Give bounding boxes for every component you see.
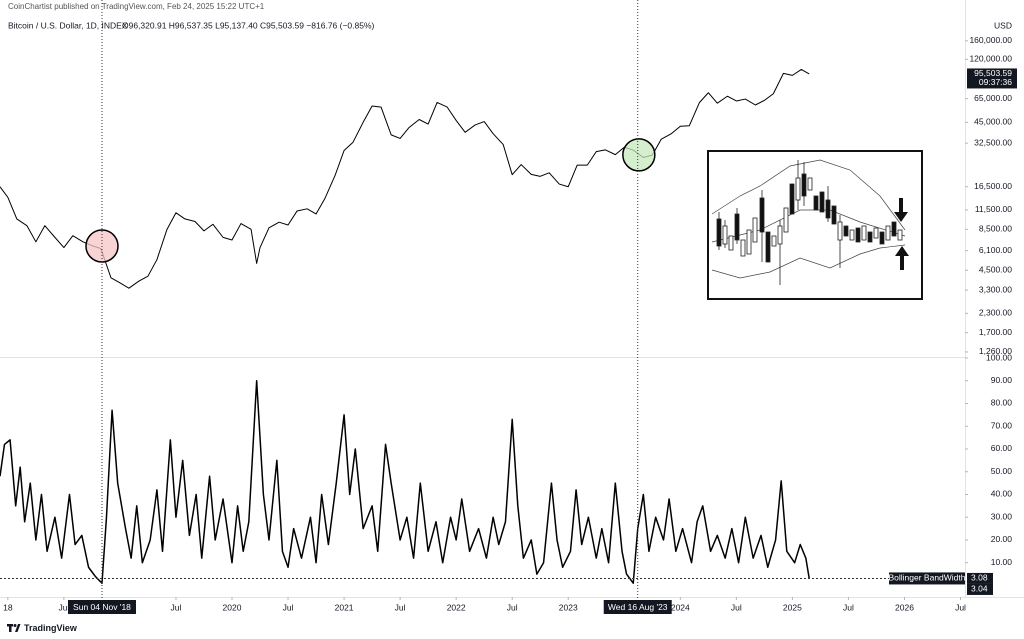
y-tick-label: 11,500.00 xyxy=(975,204,1012,214)
last-value-box xyxy=(967,583,993,595)
x-tick-label: Jul xyxy=(171,602,182,612)
crosshair-label-box xyxy=(67,600,136,614)
x-tick-label: 2020 xyxy=(223,602,242,612)
arrow-up xyxy=(895,246,909,256)
inset-band xyxy=(711,244,906,279)
x-tick-label: 2026 xyxy=(895,602,914,612)
x-tick-label: 2024 xyxy=(671,602,690,612)
arrow-up xyxy=(900,256,904,270)
y-tick-label: 65,000.00 xyxy=(974,93,1012,103)
crosshair-label-box xyxy=(603,600,672,614)
y-tick-label: 30.00 xyxy=(991,511,1013,521)
y-tick-label: 10.00 xyxy=(991,557,1013,567)
x-tick-label: Jul xyxy=(58,602,69,612)
inset-candles xyxy=(716,160,903,285)
y-tick-label: 4,500.00 xyxy=(979,264,1012,274)
indicator-label: Bollinger BandWidth xyxy=(888,573,965,583)
last-price-box xyxy=(967,68,1017,89)
highlight-circle xyxy=(622,138,656,172)
x-tick-label: 2023 xyxy=(559,602,578,612)
publisher-line: CoinChartist published on TradingView.co… xyxy=(8,2,265,11)
y-tick-label: 60.00 xyxy=(991,443,1013,453)
y-tick-label: 80.00 xyxy=(991,398,1013,408)
x-tick-label: 2022 xyxy=(447,602,466,612)
y-tick-label: 2,300.00 xyxy=(979,308,1012,318)
last-value-label: 3.08 xyxy=(971,573,988,583)
x-tick-label: Jul xyxy=(843,602,854,612)
y-tick-label: 160,000.00 xyxy=(969,35,1012,45)
y-tick-label: 6,100.00 xyxy=(979,245,1012,255)
x-tick-label: 2021 xyxy=(335,602,354,612)
y-tick-label: 32,500.00 xyxy=(974,137,1012,147)
x-tick-label: Jul xyxy=(731,602,742,612)
x-tick-label: 2025 xyxy=(783,602,802,612)
series-line xyxy=(0,68,810,289)
inset xyxy=(707,150,923,300)
footer-brand: TradingView xyxy=(24,623,78,633)
series-line xyxy=(0,380,810,584)
y-tick-label: 120,000.00 xyxy=(969,54,1012,64)
x-tick-label: 18 xyxy=(3,602,13,612)
x-tick-label: Jul xyxy=(283,602,294,612)
x-tick-label: Jul xyxy=(395,602,406,612)
currency-label: USD xyxy=(994,20,1012,30)
y-tick-label: 40.00 xyxy=(991,489,1013,499)
x-tick-label: Jul xyxy=(507,602,518,612)
countdown-label: 09:37:36 xyxy=(979,77,1012,87)
inset-frame xyxy=(707,150,923,300)
last-price-label: 95,503.59 xyxy=(974,68,1012,78)
indicator-label-box xyxy=(889,572,965,585)
last-value-label: 3.04 xyxy=(971,584,988,594)
y-tick-label: 20.00 xyxy=(991,534,1013,544)
inset-band xyxy=(711,159,906,231)
y-tick-label: 3,300.00 xyxy=(979,284,1012,294)
crosshair-label: Wed 16 Aug '23 xyxy=(608,602,668,612)
y-tick-label: 100.00 xyxy=(986,352,1012,362)
y-tick-label: 1,260.00 xyxy=(979,346,1012,356)
arrow-down xyxy=(894,212,908,222)
chart-title: Bitcoin / U.S. Dollar, 1D, INDEX xyxy=(8,20,128,30)
y-tick-label: 45,000.00 xyxy=(974,117,1012,127)
last-value-box xyxy=(967,572,993,584)
crosshair-label: Sun 04 Nov '18 xyxy=(73,602,131,612)
y-tick-label: 16,500.00 xyxy=(974,181,1012,191)
arrow-down xyxy=(899,198,903,212)
y-tick-label: 1,700.00 xyxy=(979,327,1012,337)
y-tick-label: 8,500.00 xyxy=(979,224,1012,234)
footer-logo xyxy=(7,624,21,632)
y-tick-label: 50.00 xyxy=(991,466,1013,476)
y-tick-label: 90.00 xyxy=(991,375,1013,385)
y-tick-label: 70.00 xyxy=(991,420,1013,430)
x-tick-label: Jul xyxy=(955,602,966,612)
ohlc-text: O96,320.91 H96,537.35 L95,137.40 C95,503… xyxy=(122,20,375,30)
